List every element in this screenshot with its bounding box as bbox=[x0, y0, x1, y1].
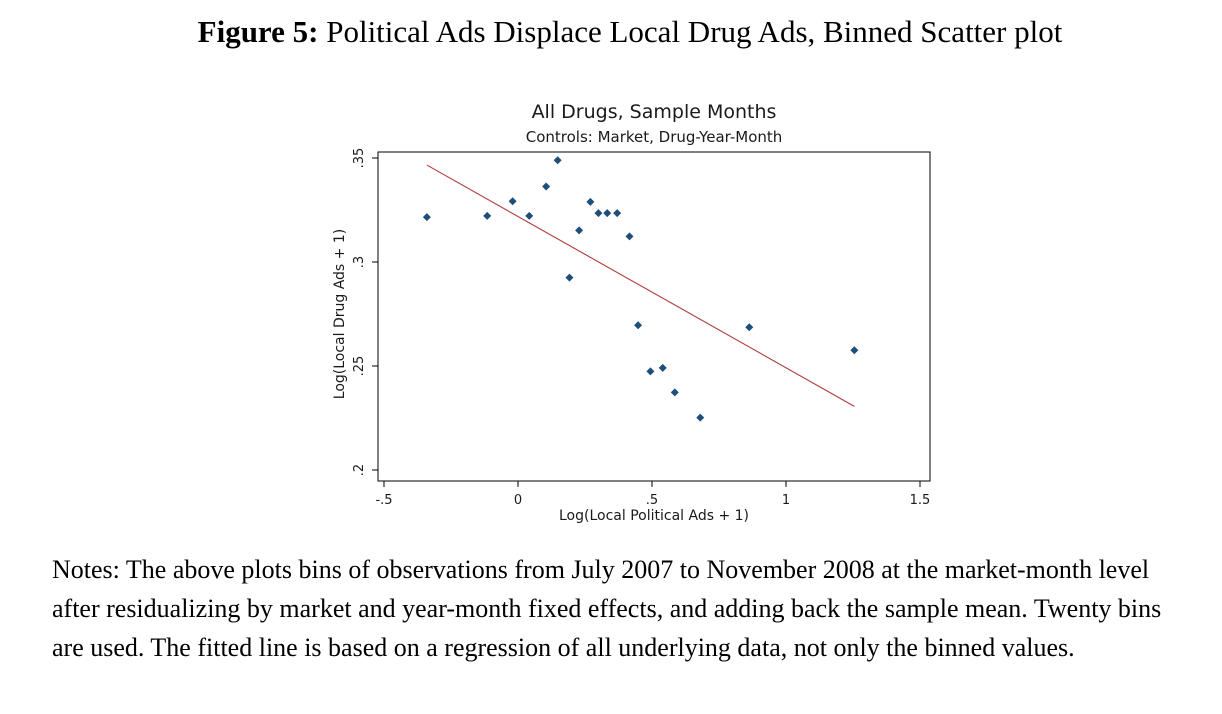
x-tick-label: 1.5 bbox=[910, 493, 931, 508]
scatter-point bbox=[670, 388, 679, 397]
y-tick-label: .25 bbox=[352, 356, 367, 377]
scatter-point bbox=[508, 197, 517, 206]
y-tick-label: .3 bbox=[352, 256, 367, 268]
scatter-point bbox=[542, 182, 551, 191]
plot-frame bbox=[377, 151, 931, 482]
fit-line-group bbox=[426, 164, 855, 407]
scatter-point bbox=[594, 209, 603, 218]
scatter-point bbox=[553, 156, 562, 165]
x-axis: -.5 0 .5 1 1.5 bbox=[375, 481, 930, 508]
scatter-point bbox=[525, 211, 534, 220]
chart-title: All Drugs, Sample Months bbox=[532, 101, 777, 123]
x-tick-label: .5 bbox=[646, 493, 658, 508]
x-tick-label: 0 bbox=[514, 493, 522, 508]
scatter-point bbox=[565, 273, 574, 282]
scatter-point bbox=[422, 213, 431, 222]
scatter-point bbox=[658, 363, 667, 372]
y-tick-label: .35 bbox=[352, 148, 367, 169]
scatter-point bbox=[634, 321, 643, 330]
scatter-point bbox=[586, 197, 595, 206]
scatter-point bbox=[613, 209, 622, 218]
figure-caption: Political Ads Displace Local Drug Ads, B… bbox=[326, 14, 1063, 49]
scatter-points bbox=[422, 156, 859, 422]
chart-subtitle: Controls: Market, Drug-Year-Month bbox=[526, 128, 783, 146]
scatter-point bbox=[850, 346, 859, 355]
figure-heading: Figure 5: Political Ads Displace Local D… bbox=[0, 14, 1222, 50]
x-tick-label: -.5 bbox=[375, 493, 392, 508]
y-axis-label: Log(Local Drug Ads + 1) bbox=[332, 229, 348, 399]
y-tick-label: .2 bbox=[352, 464, 367, 476]
scatter-point bbox=[625, 232, 634, 241]
x-tick-label: 1 bbox=[782, 493, 790, 508]
figure-label: Figure 5: bbox=[197, 14, 319, 49]
x-axis-label: Log(Local Political Ads + 1) bbox=[559, 508, 749, 524]
figure-notes: Notes: The above plots bins of observati… bbox=[52, 555, 1162, 662]
fitted-line bbox=[426, 164, 855, 407]
y-axis: .2 .25 .3 .35 bbox=[352, 148, 378, 476]
scatter-point bbox=[603, 209, 612, 218]
scatter-point bbox=[483, 211, 492, 220]
scatter-point bbox=[646, 367, 655, 376]
scatter-point bbox=[745, 323, 754, 332]
scatter-point bbox=[696, 413, 705, 422]
scatter-point bbox=[575, 226, 584, 235]
